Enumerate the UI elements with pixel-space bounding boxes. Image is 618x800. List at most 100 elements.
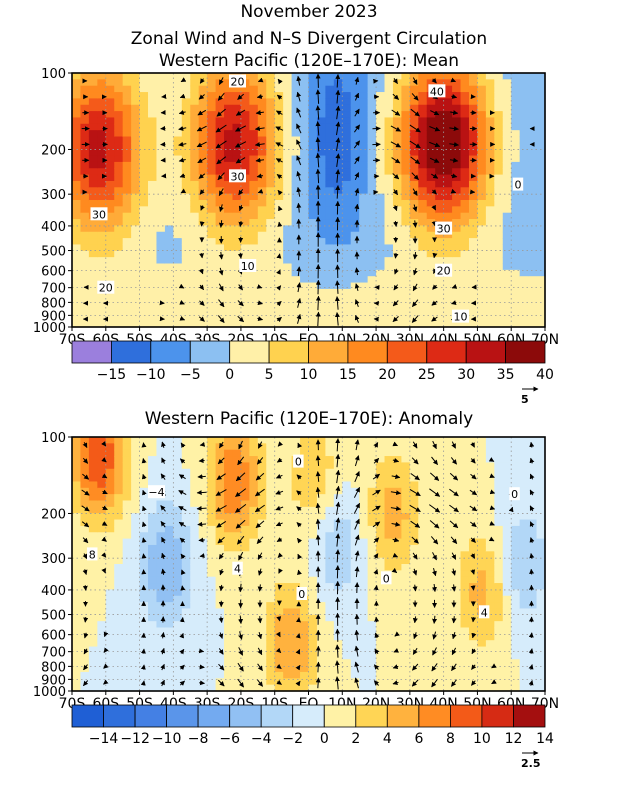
field-cell [181,142,191,150]
field-cell [376,269,386,277]
field-cell [173,219,183,226]
field-cell [342,595,352,603]
y-tick-label: 500 [41,245,66,260]
field-cell [342,123,352,131]
field-cell [207,73,217,80]
field-cell [367,614,377,622]
field-cell [80,269,90,277]
field-cell [190,200,200,207]
field-cell [122,73,132,80]
field-cell [418,295,428,303]
field-cell [232,187,242,195]
field-cell [131,570,141,578]
vector-arrow [429,141,441,148]
field-cell [300,155,310,163]
field-cell [536,161,546,169]
field-cell [131,168,141,176]
field-cell [426,462,436,470]
field-cell [181,481,191,489]
vector-arrow [218,299,225,308]
field-cell [88,468,98,476]
field-cell [485,98,495,106]
field-cell [164,437,174,444]
vector-arrow [296,75,302,86]
field-cell [325,500,335,508]
field-cell [122,684,132,692]
field-cell [460,468,470,476]
field-cell [274,525,284,533]
field-cell [283,468,293,476]
field-cell [443,180,453,188]
field-cell [443,295,453,303]
field-cell [316,640,326,648]
field-cell [460,595,470,603]
field-cell [88,263,98,271]
field-cell [452,250,462,258]
field-cell [443,513,453,521]
field-cell [97,678,107,686]
field-cell [164,231,174,239]
field-cell [190,79,200,87]
field-cell [536,180,546,188]
field-cell [190,640,200,648]
field-cell [190,564,200,571]
field-cell [181,155,191,163]
field-cell [173,437,183,444]
field-cell [148,282,158,290]
field-cell [367,73,377,80]
field-cell [291,621,301,629]
field-cell [511,206,521,214]
field-cell [392,257,403,265]
field-cell [342,659,352,667]
field-cell [240,532,250,540]
field-cell [367,155,377,163]
field-cell [460,85,470,93]
field-cell [72,288,82,296]
field-cell [249,659,259,667]
field-cell [494,200,504,207]
field-cell [164,149,174,157]
field-cell [283,314,293,322]
field-cell [376,525,386,533]
field-cell [350,187,360,195]
field-cell [316,92,326,99]
field-cell [114,180,124,188]
field-cell [409,481,419,489]
vector-arrow [353,140,361,149]
field-cell [232,576,242,584]
field-cell [418,500,428,508]
field-cell [97,295,107,303]
field-cell [342,583,352,590]
vector-arrow [275,110,283,116]
field-cell [190,117,200,125]
field-cell [342,92,352,99]
field-cell [350,570,360,578]
vector-arrow [101,552,107,558]
vector-arrow [198,268,204,275]
field-cell [240,678,250,686]
field-cell [139,449,149,457]
field-cell [198,295,208,303]
colorbar-label: −15 [97,367,127,383]
field-cell [190,595,200,603]
field-cell [224,633,234,641]
field-cell [88,481,98,489]
field-cell [308,468,318,476]
field-cell [452,276,462,284]
field-cell [156,212,166,220]
field-cell [494,288,504,296]
field-cell [485,487,495,495]
field-cell [283,282,293,290]
field-cell [536,633,546,641]
field-cell [359,602,369,610]
field-cell [528,92,538,99]
field-cell [401,525,411,533]
field-cell [528,320,538,328]
field-cell [164,551,174,559]
field-cell [452,583,462,590]
field-cell [164,513,174,521]
colorbar-swatch [111,340,152,364]
field-cell [72,212,82,220]
field-cell [494,462,504,470]
vector-arrow [354,92,360,101]
